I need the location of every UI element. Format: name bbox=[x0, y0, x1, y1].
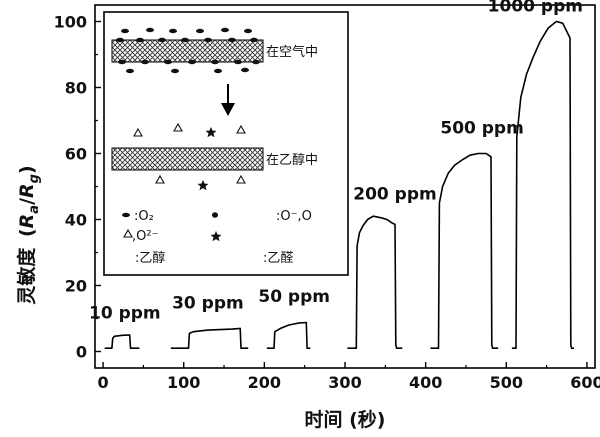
x-tick-label: 400 bbox=[409, 373, 442, 392]
x-tick-label: 200 bbox=[248, 373, 281, 392]
o-ion-legend-icon bbox=[212, 212, 218, 218]
series-line-3 bbox=[347, 215, 403, 349]
concentration-label-4: 500 ppm bbox=[440, 119, 523, 139]
y-tick-label: 40 bbox=[65, 211, 87, 230]
annotation-layer: 10 ppm 30 ppm 50 ppm 200 ppm 500 ppm 1000 ppm bbox=[89, 0, 583, 324]
y-tick-label: 100 bbox=[54, 13, 87, 32]
sensor-film-air bbox=[111, 39, 264, 63]
y-tick-label: 0 bbox=[76, 343, 87, 362]
legend-o2-minus: ,O²⁻ bbox=[132, 229, 158, 244]
x-tick-label: 600 bbox=[570, 373, 600, 392]
acetaldehyde-molecules bbox=[197, 127, 217, 191]
concentration-label-3: 200 ppm bbox=[353, 185, 436, 205]
x-tick-label: 300 bbox=[328, 373, 361, 392]
concentration-label-2: 50 ppm bbox=[258, 287, 330, 307]
x-tick-label: 500 bbox=[490, 373, 523, 392]
svg-text:灵敏度 (Ra/Rg): 灵敏度 (Ra/Rg) bbox=[15, 165, 42, 304]
ethanol-molecules-top bbox=[133, 122, 246, 137]
tick-layer: 0 100 200 300 400 500 600 0 20 40 60 80 100 bbox=[54, 13, 600, 393]
series-line-4 bbox=[430, 152, 499, 349]
triangle-legend-icon bbox=[123, 228, 133, 238]
x-axis-label: 时间 (秒) bbox=[305, 408, 386, 431]
y-axis-label-prefix: 灵敏度 bbox=[15, 247, 38, 305]
y-tick-label: 80 bbox=[65, 79, 87, 98]
y-axis-label: 灵敏度 (Ra/Rg) bbox=[15, 165, 42, 304]
y-tick-label: 60 bbox=[65, 145, 87, 164]
sensor-film-ethanol bbox=[111, 147, 264, 171]
legend-acetaldehyde: :乙醛 bbox=[263, 250, 293, 266]
legend-o-ions: :O⁻,O bbox=[276, 209, 312, 224]
o2-ions-bottom bbox=[126, 67, 249, 74]
inset-label-ethanol: 在乙醇中 bbox=[266, 152, 318, 168]
series-line-1 bbox=[170, 327, 249, 349]
x-tick-label: 0 bbox=[97, 373, 108, 392]
o2-legend-icon bbox=[122, 212, 130, 218]
inset-label-air: 在空气中 bbox=[266, 44, 318, 60]
concentration-label-1: 30 ppm bbox=[172, 294, 244, 314]
mechanism-inset: 在空气中 在乙醇中 :O₂ :O⁻,O ,O²⁻ :乙醇 :乙醛 bbox=[103, 11, 349, 276]
y-tick-label: 20 bbox=[65, 277, 87, 296]
x-tick-label: 100 bbox=[167, 373, 200, 392]
o2-ions-top bbox=[121, 27, 252, 34]
concentration-label-0: 10 ppm bbox=[89, 304, 161, 324]
adsorbed-o-ions bbox=[116, 37, 260, 65]
star-legend-icon bbox=[210, 231, 222, 242]
series-layer bbox=[104, 20, 574, 349]
arrow-down-icon bbox=[221, 84, 235, 116]
ethanol-molecules-bottom bbox=[155, 174, 246, 184]
legend-o2: :O₂ bbox=[134, 209, 154, 224]
series-line-5 bbox=[511, 20, 574, 349]
legend-ethanol: :乙醇 bbox=[135, 250, 165, 266]
series-line-2 bbox=[266, 321, 311, 349]
concentration-label-5: 1000 ppm bbox=[488, 0, 583, 17]
series-line-0 bbox=[104, 334, 140, 349]
